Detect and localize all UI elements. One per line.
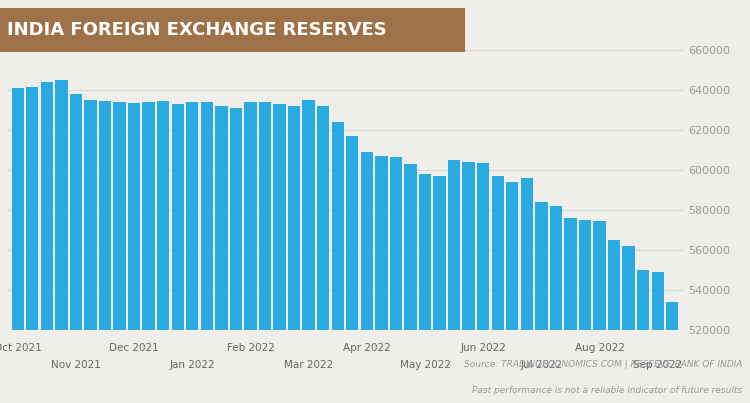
- Bar: [375, 156, 388, 403]
- Bar: [419, 174, 431, 403]
- Bar: [56, 80, 68, 403]
- Text: Nov 2021: Nov 2021: [51, 360, 100, 370]
- Bar: [84, 100, 97, 403]
- Text: Oct 2021: Oct 2021: [0, 343, 41, 353]
- Text: May 2022: May 2022: [400, 360, 451, 370]
- Bar: [230, 108, 242, 403]
- Bar: [11, 88, 24, 403]
- Bar: [172, 104, 184, 403]
- Bar: [157, 101, 170, 403]
- Bar: [40, 82, 53, 403]
- Bar: [317, 106, 329, 403]
- Bar: [113, 102, 126, 403]
- Bar: [666, 302, 679, 403]
- Bar: [550, 206, 562, 403]
- Bar: [259, 102, 272, 403]
- Bar: [564, 218, 577, 403]
- Text: Aug 2022: Aug 2022: [574, 343, 625, 353]
- Bar: [491, 177, 504, 403]
- Bar: [652, 272, 664, 403]
- Bar: [404, 164, 417, 403]
- Bar: [186, 102, 199, 403]
- Text: Source: TRADINGECONOMICS.COM | RESEEVE BANK OF INDIA: Source: TRADINGECONOMICS.COM | RESEEVE B…: [464, 360, 742, 369]
- Bar: [332, 123, 344, 403]
- Text: INDIA FOREIGN EXCHANGE RESERVES: INDIA FOREIGN EXCHANGE RESERVES: [7, 21, 387, 39]
- Bar: [608, 241, 620, 403]
- Bar: [128, 103, 140, 403]
- Bar: [273, 104, 286, 403]
- Bar: [536, 202, 548, 403]
- Text: Jul 2022: Jul 2022: [520, 360, 562, 370]
- Bar: [477, 163, 490, 403]
- Text: Past performance is not a reliable indicator of future results: Past performance is not a reliable indic…: [472, 386, 742, 395]
- Bar: [390, 157, 402, 403]
- Bar: [142, 102, 154, 403]
- Text: Dec 2021: Dec 2021: [110, 343, 159, 353]
- Bar: [448, 160, 460, 403]
- Text: Mar 2022: Mar 2022: [284, 360, 333, 370]
- Bar: [361, 152, 373, 403]
- Bar: [26, 87, 38, 403]
- Bar: [506, 183, 518, 403]
- Bar: [346, 136, 358, 403]
- Bar: [99, 101, 111, 403]
- Bar: [593, 221, 606, 403]
- Bar: [302, 100, 315, 403]
- Bar: [215, 106, 227, 403]
- Bar: [637, 270, 650, 403]
- Text: Apr 2022: Apr 2022: [343, 343, 391, 353]
- Bar: [622, 246, 634, 403]
- Bar: [463, 162, 475, 403]
- Text: Sep 2022: Sep 2022: [633, 360, 682, 370]
- Bar: [244, 102, 256, 403]
- Bar: [288, 106, 300, 403]
- Bar: [433, 177, 445, 403]
- Bar: [70, 94, 82, 403]
- Bar: [200, 102, 213, 403]
- Bar: [579, 220, 591, 403]
- Text: Jun 2022: Jun 2022: [460, 343, 506, 353]
- Bar: [520, 179, 533, 403]
- Text: Feb 2022: Feb 2022: [226, 343, 274, 353]
- Text: Jan 2022: Jan 2022: [170, 360, 215, 370]
